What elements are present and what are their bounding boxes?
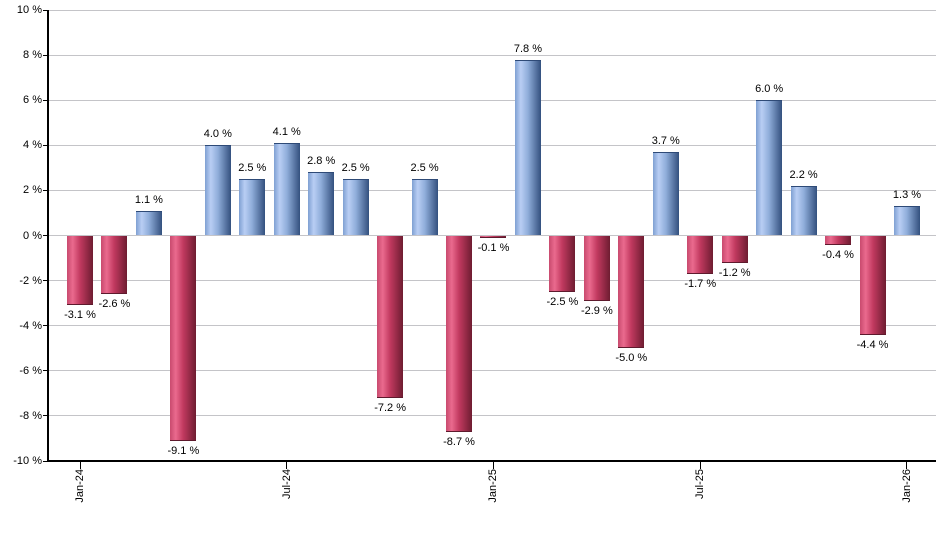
bar-value-label: -8.7 % [443,435,475,448]
bar [652,152,679,235]
bar-value-label: -1.2 % [718,266,751,279]
bar-value-label: 4.1 % [272,126,301,139]
bar [825,236,852,245]
bar [135,210,162,235]
y-axis-tick [43,280,48,282]
gridline [49,325,936,327]
x-axis-label: Jul-24 [280,469,293,499]
bar-value-label: -5.0 % [615,352,648,365]
bar-value-label: -2.6 % [98,298,131,311]
bar [342,179,369,235]
bar-value-label: 2.5 % [410,162,439,175]
x-axis-label: Jan-24 [74,469,86,503]
x-axis-line [47,460,936,462]
y-axis-tick [43,54,48,56]
y-axis-tick [43,9,48,11]
bar [514,59,541,235]
x-axis-tick [286,462,288,469]
y-axis-label: 0 % [23,229,42,242]
bar [687,236,714,274]
bar [893,206,920,235]
y-axis-label: 8 % [23,49,42,62]
bar-value-label: 2.2 % [789,168,818,181]
bar-value-label: 1.3 % [892,189,922,202]
bar [480,236,507,238]
bar [756,100,783,235]
bar [721,236,748,263]
x-axis-label: Jan-26 [900,469,913,503]
bar-value-label: 4.0 % [203,128,232,141]
gridline [49,235,936,236]
bar-value-label: -2.9 % [580,304,613,317]
bar-value-label: -0.1 % [477,241,510,254]
bar [411,179,438,235]
bar [446,236,473,432]
bar-value-label: 1.1 % [134,193,163,206]
bar-value-label: -2.5 % [546,295,579,308]
y-axis-tick [43,144,48,146]
y-axis-line [47,10,49,462]
y-axis-label: -8 % [19,409,42,422]
gridline [49,99,936,101]
gridline [49,54,936,56]
gridline [49,415,936,417]
bar [239,179,266,235]
y-axis-tick [43,189,48,191]
gridline [49,144,936,146]
y-axis-tick [43,370,48,372]
bar [549,236,576,292]
x-axis-tick [492,462,494,469]
y-axis-label: 2 % [23,184,42,197]
x-axis-tick [906,462,908,469]
bar [618,236,645,349]
y-axis-tick [43,325,48,327]
x-axis-label: Jul-25 [694,469,707,499]
bar-value-label: -3.1 % [64,309,96,322]
y-axis-tick [43,235,48,236]
y-axis-label: 4 % [23,139,42,152]
bar-value-label: 2.8 % [307,155,336,168]
y-axis-tick [43,460,48,462]
gridline [49,9,936,11]
gridline [49,280,936,282]
bar-value-label: 7.8 % [513,42,543,55]
bar [204,145,231,235]
y-axis-label: 10 % [16,4,42,16]
bar-value-label: -9.1 % [167,444,200,457]
bar-value-label: -1.7 % [684,277,717,290]
bar [308,172,335,235]
x-axis-tick [699,462,701,469]
bar-value-label: 6.0 % [755,83,784,96]
bar [790,185,817,235]
bar-value-label: 2.5 % [341,162,370,175]
y-axis-tick [43,99,48,101]
bar [67,236,93,306]
bar [859,236,886,335]
y-axis-label: -10 % [13,455,42,467]
y-axis-label: -2 % [19,274,42,287]
gridline [49,189,936,191]
bar-value-label: -4.4 % [856,338,889,351]
x-axis-label: Jan-25 [487,469,500,503]
y-axis-tick [43,415,48,417]
bar-value-label: 3.7 % [651,135,680,148]
bar [377,236,404,398]
bar-value-label: 2.5 % [238,162,267,175]
bar-value-label: -0.4 % [822,248,854,261]
bar [273,143,300,235]
bar [101,236,128,295]
gridline [49,370,936,372]
bar [170,236,197,441]
bar [583,236,610,301]
y-axis-label: -6 % [19,364,42,377]
x-axis-tick [79,462,81,469]
y-axis-label: 6 % [23,94,42,107]
bar-value-label: -7.2 % [374,401,406,414]
y-axis-label: -4 % [19,319,42,332]
